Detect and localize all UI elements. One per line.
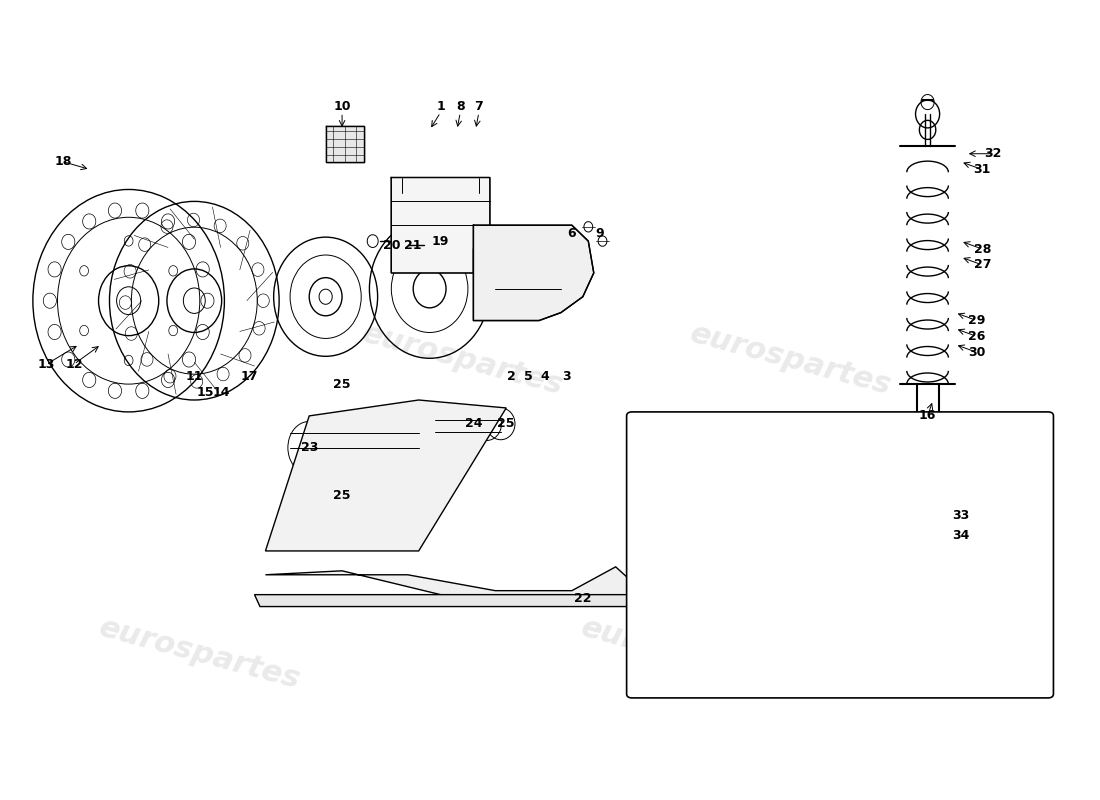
Text: 32: 32	[984, 147, 1002, 160]
Text: 12: 12	[65, 358, 82, 370]
Text: 25: 25	[497, 418, 515, 430]
Text: 34: 34	[952, 529, 969, 542]
Text: eurospartes: eurospartes	[578, 614, 785, 695]
Text: 27: 27	[974, 258, 991, 271]
Polygon shape	[473, 226, 594, 321]
Text: 6: 6	[568, 226, 576, 240]
Text: 24: 24	[464, 418, 482, 430]
Text: 25: 25	[333, 489, 351, 502]
Text: 7: 7	[474, 99, 483, 113]
Polygon shape	[392, 178, 490, 273]
Text: 17: 17	[240, 370, 257, 382]
Text: 20: 20	[383, 238, 400, 251]
Text: 11: 11	[186, 370, 204, 382]
FancyBboxPatch shape	[627, 412, 1054, 698]
Text: 19: 19	[432, 234, 449, 248]
Text: 22: 22	[574, 592, 592, 605]
Text: 23: 23	[300, 441, 318, 454]
Text: eurospartes: eurospartes	[359, 319, 566, 401]
Text: 30: 30	[968, 346, 986, 359]
Text: 16: 16	[918, 410, 936, 422]
Text: 3: 3	[562, 370, 571, 382]
Polygon shape	[254, 594, 703, 606]
Text: 26: 26	[968, 330, 986, 343]
Polygon shape	[265, 567, 659, 606]
Text: 14: 14	[213, 386, 230, 398]
Text: 4: 4	[540, 370, 549, 382]
Text: 13: 13	[37, 358, 55, 370]
Text: 2: 2	[507, 370, 516, 382]
Text: 29: 29	[968, 314, 986, 327]
Text: eurospartes: eurospartes	[96, 614, 304, 695]
Polygon shape	[326, 126, 364, 162]
Text: eurospartes: eurospartes	[686, 319, 894, 401]
Text: 31: 31	[974, 163, 991, 176]
Text: 25: 25	[333, 378, 351, 390]
Text: 15: 15	[197, 386, 215, 398]
Text: 28: 28	[974, 242, 991, 255]
Text: 5: 5	[524, 370, 532, 382]
Text: 18: 18	[54, 155, 72, 168]
Text: 33: 33	[952, 509, 969, 522]
Text: 8: 8	[455, 99, 464, 113]
Text: 10: 10	[333, 99, 351, 113]
Text: 21: 21	[405, 238, 422, 251]
Text: 1: 1	[437, 99, 444, 113]
Text: 9: 9	[595, 226, 604, 240]
Polygon shape	[265, 400, 506, 551]
